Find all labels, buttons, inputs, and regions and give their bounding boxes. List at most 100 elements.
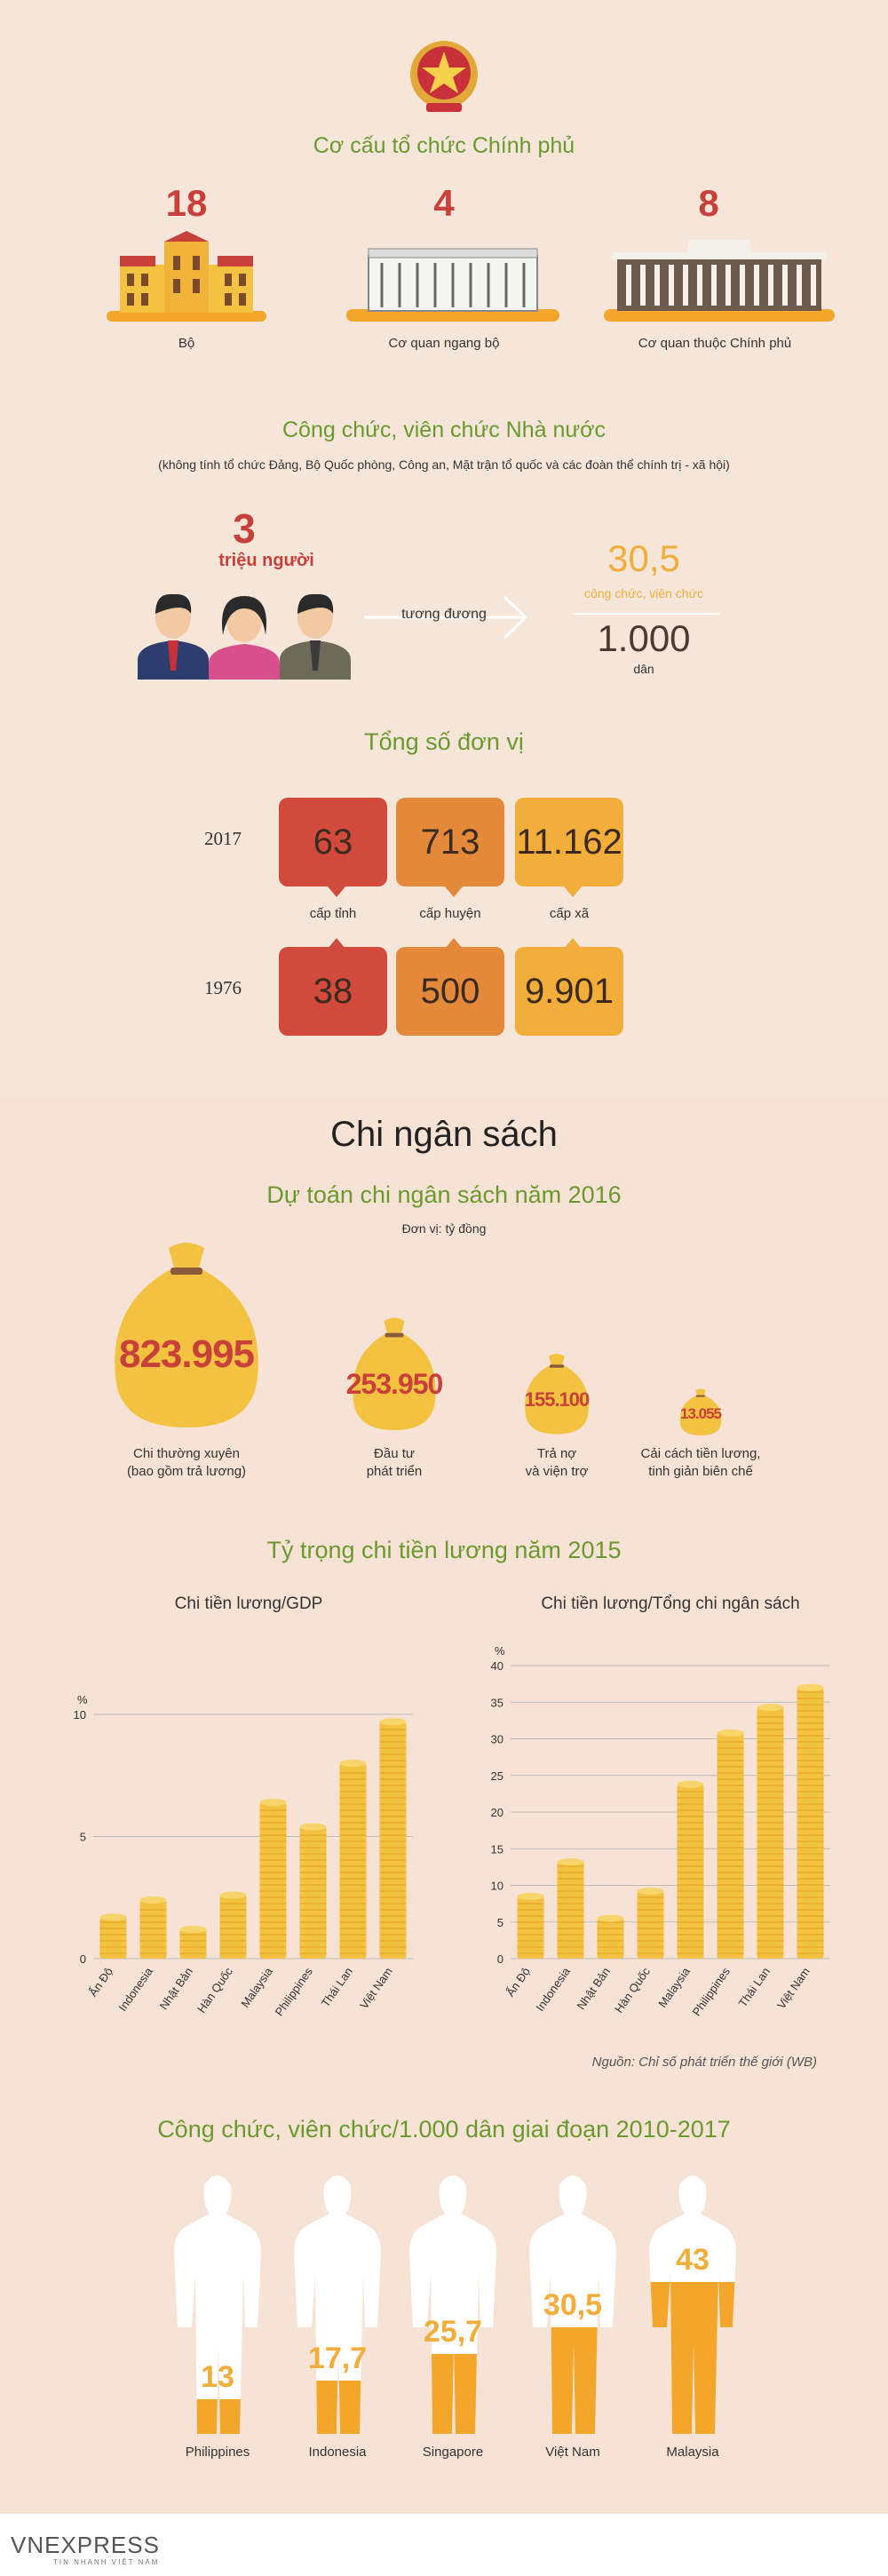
unit-1976-commune: 9.901	[515, 947, 623, 1036]
ratio-value: 13	[201, 2360, 234, 2394]
equiv-label: tương đương	[401, 607, 487, 622]
ratio-label: công chức, viên chức	[584, 586, 703, 600]
y-tick-label: 25	[491, 1769, 503, 1783]
ministry-level-building-icon	[342, 238, 564, 327]
ratio-value: 43	[676, 2243, 710, 2277]
x-tick-label: Malaysia	[655, 1964, 693, 2009]
gov-agency-building-icon	[599, 233, 839, 327]
ministry-level-label: Cơ quan ngang bộ	[388, 336, 500, 351]
label-district: cấp huyện	[419, 906, 481, 921]
ratio-divider	[573, 613, 719, 615]
bar	[339, 1760, 367, 1959]
bag-label-3a: Trả nợ	[536, 1446, 577, 1461]
ministry-level-count: 4	[433, 182, 455, 224]
label-province: cấp tỉnh	[309, 906, 357, 921]
national-emblem	[400, 32, 488, 121]
money-bag-icon	[348, 1310, 440, 1435]
ratio-person: 25,7 Singapore	[404, 2167, 502, 2469]
bar	[219, 1891, 247, 1959]
ministry-label: Bộ	[178, 336, 195, 351]
bag-value-4: 13.055	[680, 1405, 722, 1422]
vnexpress-tagline: TIN NHANH VIỆT NAM	[53, 2558, 160, 2566]
equiv-arrow	[364, 586, 533, 648]
bag-label-2a: Đầu tư	[374, 1446, 415, 1461]
civil-count: 3	[233, 505, 256, 552]
bar	[597, 1914, 624, 1959]
y-tick-label: 0	[80, 1952, 86, 1966]
structure-title: Cơ cấu tổ chức Chính phủ	[313, 133, 575, 158]
pointer-marks	[279, 886, 625, 949]
units-title: Tổng số đơn vị	[364, 728, 524, 755]
source-note: Nguồn: Chỉ số phát triển thế giới (WB)	[591, 2055, 817, 2070]
x-tick-label: Nhật Bản	[575, 1965, 613, 2012]
ratio-country-label: Philippines	[185, 2445, 250, 2460]
ratio-person: 13 Philippines	[169, 2167, 266, 2469]
money-bag-icon	[521, 1348, 592, 1437]
ratio-country-label: Singapore	[422, 2445, 484, 2460]
ratio-value: 17,7	[307, 2341, 368, 2375]
bar	[757, 1704, 784, 1959]
money-bag-icon	[107, 1230, 266, 1435]
x-tick-label: Hàn Quốc	[612, 1965, 653, 2015]
ratio-value: 30,5	[607, 537, 680, 579]
gov-agency-count: 8	[698, 182, 719, 224]
y-tick-label: 5	[80, 1831, 86, 1844]
bag-label-4a: Cải cách tiền lương,	[640, 1446, 761, 1461]
ratio-country-label: Việt Nam	[545, 2445, 600, 2460]
chart2-title: Chi tiền lương/Tổng chi ngân sách	[541, 1594, 800, 1613]
footer-bar	[0, 2514, 888, 2576]
budget-unit: Đơn vị: tỷ đồng	[401, 1221, 487, 1236]
gov-agency-label: Cơ quan thuộc Chính phủ	[638, 336, 792, 351]
civil-unit: triệu người	[218, 551, 314, 570]
wage-title: Tỷ trọng chi tiền lương năm 2015	[266, 1537, 622, 1563]
y-tick-label: 0	[497, 1952, 503, 1966]
x-tick-label: Việt Nam	[357, 1965, 395, 2011]
ratio-value: 30,5	[543, 2288, 603, 2322]
bar	[517, 1892, 544, 1959]
x-tick-label: Philippines	[690, 1965, 733, 2019]
person-silhouette-icon	[174, 2175, 261, 2434]
x-tick-label: Thái Lan	[736, 1965, 773, 2009]
bar	[99, 1913, 127, 1959]
ratio-person: 43 Malaysia	[644, 2167, 741, 2469]
y-tick-label: 10	[74, 1708, 86, 1721]
y-axis-label: %	[77, 1693, 88, 1706]
label-commune: cấp xã	[549, 906, 590, 921]
bag-value-3: 155.100	[524, 1388, 591, 1411]
x-tick-label: Malaysia	[238, 1964, 275, 2009]
bag-label-3b: và viện trợ	[525, 1464, 589, 1479]
ratio-person: 17,7 Indonesia	[289, 2167, 386, 2469]
bar	[259, 1799, 287, 1959]
x-tick-label: Indonesia	[533, 1964, 573, 2013]
bag-value-1: 823.995	[118, 1332, 255, 1376]
bar	[677, 1780, 704, 1959]
civil-title: Công chức, viên chức Nhà nước	[282, 417, 606, 442]
year-1976: 1976	[204, 977, 242, 998]
per-label: dân	[633, 662, 654, 676]
unit-2017-district: 713	[396, 798, 504, 886]
person-silhouette-icon	[409, 2175, 496, 2434]
unit-2017-commune: 11.162	[515, 798, 623, 886]
x-tick-label: Philippines	[273, 1965, 316, 2019]
wage-budget-chart: 0 5 10 15 20 25 30 35 40% Ấn Độ Indonesia Nhật Bản H…	[491, 1644, 830, 2019]
ministry-building-icon	[102, 229, 271, 327]
civil-note: (không tính tổ chức Đảng, Bộ Quốc phòng,…	[158, 457, 730, 472]
bar	[717, 1729, 744, 1959]
ministry-count: 18	[165, 182, 208, 224]
bag-value-2: 253.950	[345, 1368, 444, 1400]
ratio-country-label: Malaysia	[666, 2445, 719, 2460]
unit-1976-district: 500	[396, 947, 504, 1036]
bag-label-2b: phát triển	[366, 1464, 423, 1479]
x-tick-label: Hàn Quốc	[194, 1965, 235, 2015]
y-tick-label: 30	[491, 1733, 503, 1746]
year-2017: 2017	[204, 828, 242, 849]
x-tick-label: Thái Lan	[319, 1965, 355, 2009]
y-tick-label: 35	[491, 1696, 503, 1709]
bar	[179, 1926, 207, 1959]
bar	[299, 1823, 327, 1959]
y-tick-label: 15	[491, 1842, 503, 1856]
ratio-value: 25,7	[423, 2315, 483, 2349]
y-tick-label: 5	[497, 1916, 503, 1929]
y-tick-label: 20	[491, 1806, 503, 1819]
people-icon	[129, 582, 360, 680]
